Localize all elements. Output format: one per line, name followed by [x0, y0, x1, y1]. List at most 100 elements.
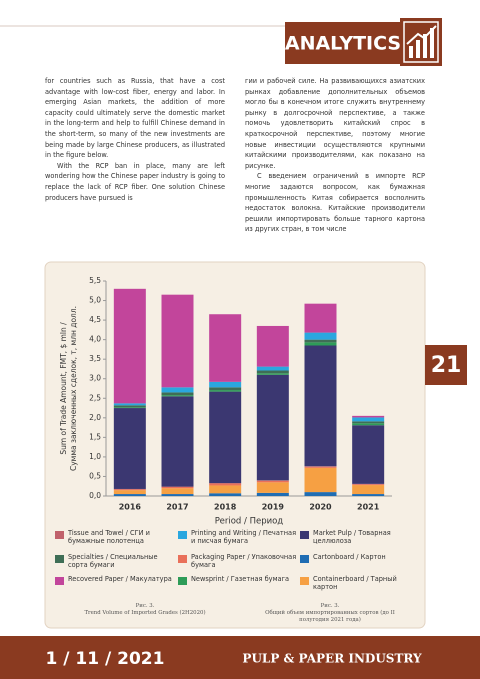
bar-segment: [304, 467, 337, 493]
y-tick-label: 0,5: [89, 471, 101, 480]
paragraph: гии и рабочей силе. На развивающихся ази…: [245, 77, 425, 170]
bar-segment: [161, 294, 194, 388]
legend-label: Containerboard / Тарный картон: [313, 575, 397, 591]
caption-text: Trend Volume of Imported Grades (2H2020): [84, 610, 206, 616]
bar-segment: [304, 332, 337, 340]
bar-segment: [113, 403, 146, 406]
bar-segment: [113, 407, 146, 409]
bar-segment: [161, 487, 194, 489]
bar-segment: [161, 488, 194, 495]
caption-text: Общий объем импортированных сортов (до I…: [265, 610, 395, 623]
legend-item: Containerboard / Тарный картон: [300, 575, 423, 591]
legend-label: Specialties / Специальные сорта бумаги: [68, 553, 158, 569]
footer-bg: [0, 636, 480, 679]
legend-label: Market Pulp / Товарная целлюлоза: [313, 529, 391, 545]
bar-segment: [113, 490, 146, 495]
paragraph: for countries such as Russia, that have …: [45, 77, 225, 160]
legend-item: Newsprint / Газетная бумага: [178, 575, 301, 585]
x-tick-label: 2019: [262, 503, 285, 512]
y-axis-title: Сумма заключенных сделок, т, млн долл.: [69, 306, 78, 471]
bar-segment: [113, 405, 146, 408]
page-number: 21: [431, 353, 462, 378]
bar-segment: [113, 288, 146, 404]
legend-swatch: [300, 555, 309, 563]
legend-item: Tissue and Towel / СГИ и бумажные полоте…: [55, 529, 178, 545]
caption-en: Рис. 3. Trend Volume of Imported Grades …: [75, 603, 215, 617]
bar-segment: [352, 415, 385, 418]
bar-segment: [209, 314, 242, 382]
bar-segment: [304, 345, 337, 467]
bar-segment: [209, 391, 242, 484]
bar-segment: [256, 366, 289, 371]
icon-arrow: [406, 25, 437, 45]
bar-segment: [161, 387, 194, 393]
bar-segment: [256, 480, 289, 483]
bar-segment: [209, 387, 242, 391]
bar-segment: [256, 373, 289, 375]
caption-ru: Рис. 3. Общий объем импортированных сорт…: [260, 603, 400, 624]
y-tick-label: 5,0: [89, 296, 101, 305]
bar-segment: [352, 417, 385, 422]
legend-label: Newsprint / Газетная бумага: [191, 575, 290, 583]
legend-swatch: [55, 577, 64, 585]
bar-segment: [352, 423, 385, 426]
paragraph: С введением ограничений в импорте RCP мн…: [245, 172, 425, 234]
legend-item: Printing and Writing / Печатная и писчая…: [178, 529, 301, 545]
icon-bars: [409, 28, 434, 58]
bar-segment: [352, 484, 385, 486]
page-number-box: [425, 345, 467, 385]
y-tick-label: 4,5: [89, 315, 101, 324]
bar-segment: [256, 482, 289, 493]
paragraph: With the RCP ban in place, many are left…: [45, 161, 225, 202]
legend-swatch: [178, 531, 187, 539]
x-axis-title: Period / Период: [215, 517, 284, 527]
bar-segment: [209, 485, 242, 494]
legend-label: Cartonboard / Картон: [313, 553, 386, 561]
caption-label: Рис. 3.: [320, 603, 340, 609]
bar-segment: [161, 395, 194, 397]
left-column: for countries such as Russia, that have …: [45, 76, 225, 203]
bar-segment: [304, 342, 337, 346]
y-tick-label: 1,0: [89, 452, 101, 461]
bar-segment: [256, 374, 289, 481]
y-tick-label: 3,0: [89, 374, 101, 383]
legend-label: Recovered Paper / Макулатура: [68, 575, 172, 583]
legend-item: Packaging Paper / Упаковочная бумага: [178, 553, 301, 569]
bar-segment: [209, 390, 242, 392]
x-tick-label: 2018: [214, 503, 237, 512]
bar-segment: [352, 421, 385, 424]
section-title: ANALYTICS: [285, 33, 401, 55]
legend-swatch: [178, 577, 187, 585]
right-column: гии и рабочей силе. На развивающихся ази…: [245, 76, 425, 235]
y-tick-label: 5,5: [89, 276, 101, 285]
section-box: [285, 22, 400, 64]
publication: PULP & PAPER INDUSTRY: [242, 652, 422, 666]
x-tick-label: 2016: [119, 503, 142, 512]
bar-segment: [304, 492, 337, 496]
y-tick-label: 0,0: [89, 491, 101, 500]
legend-label: Packaging Paper / Упаковочная бумага: [191, 553, 297, 569]
bar-segment: [304, 339, 337, 343]
caption-label: Рис. 3.: [135, 603, 155, 609]
x-tick-label: 2021: [357, 503, 380, 512]
bar-segment: [161, 392, 194, 396]
bar-segment: [256, 370, 289, 374]
y-tick-label: 3,5: [89, 354, 101, 363]
x-tick-label: 2020: [309, 503, 332, 512]
legend-item: Specialties / Специальные сорта бумаги: [55, 553, 178, 569]
legend-item: Recovered Paper / Макулатура: [55, 575, 178, 585]
bar-segment: [256, 492, 289, 496]
legend-swatch: [55, 555, 64, 563]
bar-segment: [113, 408, 146, 489]
legend-swatch: [55, 531, 64, 539]
bar-segment: [304, 466, 337, 468]
bar-segment: [161, 396, 194, 487]
legend-swatch: [300, 577, 309, 585]
y-tick-label: 2,0: [89, 413, 101, 422]
legend-label: Tissue and Towel / СГИ и бумажные полоте…: [68, 529, 150, 545]
bar-segment: [352, 485, 385, 495]
bar-segment: [209, 483, 242, 486]
bar-segment: [304, 303, 337, 333]
